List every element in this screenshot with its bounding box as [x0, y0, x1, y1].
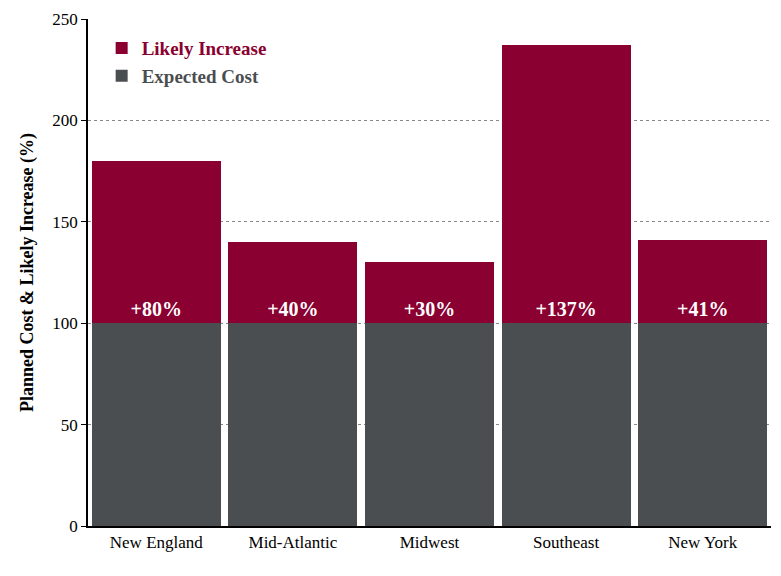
svg-text:+40%: +40%	[267, 298, 318, 320]
svg-text:Midwest: Midwest	[400, 533, 460, 552]
svg-text:Likely Increase: Likely Increase	[142, 38, 267, 59]
svg-text:Mid-Atlantic: Mid-Atlantic	[249, 533, 338, 552]
svg-text:0: 0	[69, 517, 78, 536]
svg-text:150: 150	[52, 213, 78, 232]
svg-text:+137%: +137%	[535, 298, 596, 320]
svg-text:Planned Cost & Likely Increase: Planned Cost & Likely Increase (%)	[17, 133, 38, 412]
svg-text:New England: New England	[110, 533, 204, 552]
svg-text:250: 250	[52, 10, 78, 29]
svg-text:100: 100	[52, 314, 78, 333]
svg-text:200: 200	[52, 111, 78, 130]
svg-text:50: 50	[61, 416, 78, 435]
svg-text:+41%: +41%	[677, 298, 728, 320]
svg-text:New York: New York	[668, 533, 737, 552]
svg-text:Southeast: Southeast	[533, 533, 599, 552]
svg-text:Expected Cost: Expected Cost	[142, 66, 259, 87]
svg-text:+80%: +80%	[131, 298, 182, 320]
svg-text:+30%: +30%	[404, 298, 455, 320]
